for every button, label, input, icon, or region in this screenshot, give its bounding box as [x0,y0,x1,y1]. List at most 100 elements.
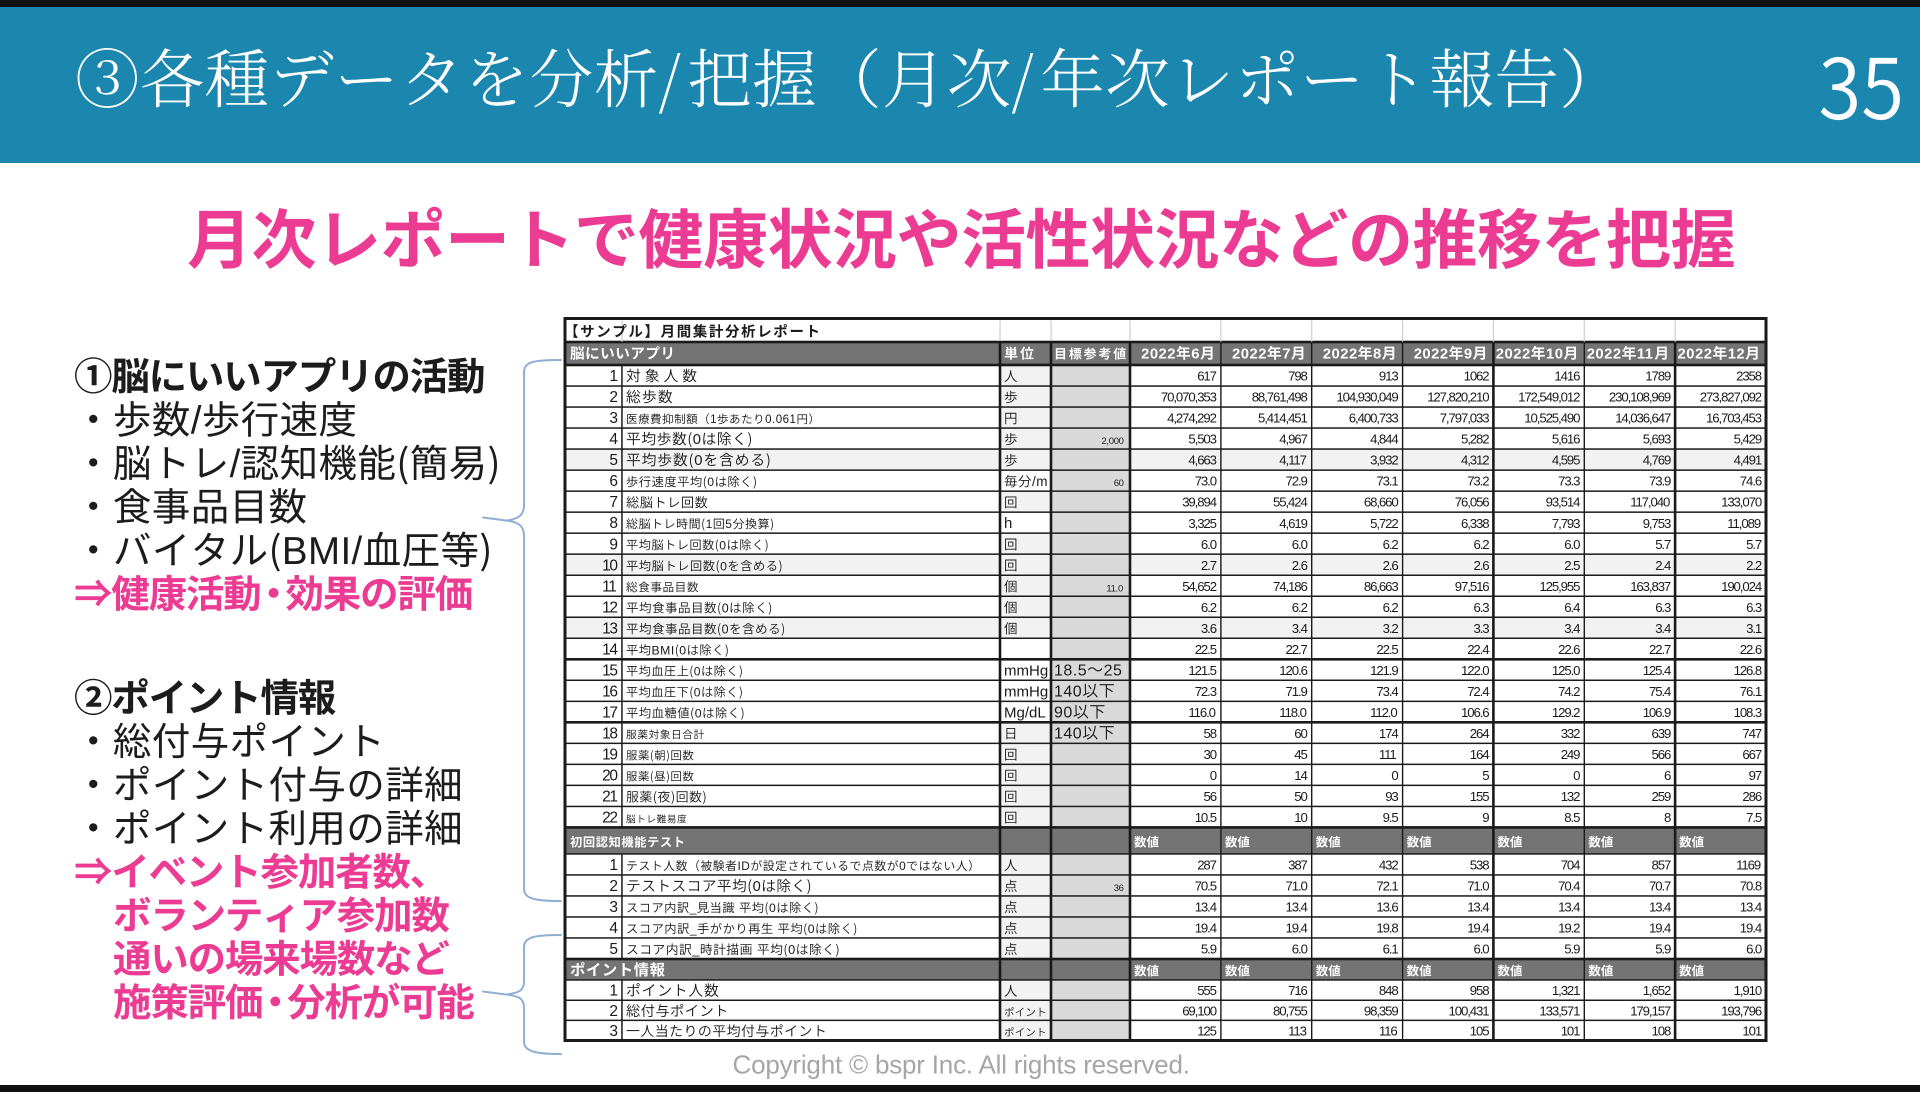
svg-text:90: 90 [1054,704,1073,721]
svg-text:2.6: 2.6 [1474,558,1490,573]
svg-text:5,282: 5,282 [1461,432,1489,447]
svg-text:70.5: 70.5 [1195,879,1217,894]
svg-text:14: 14 [1294,768,1307,783]
svg-text:97: 97 [1749,768,1762,783]
svg-text:4,769: 4,769 [1643,453,1671,468]
svg-text:93: 93 [1385,789,1398,804]
svg-text:36: 36 [1114,883,1124,894]
svg-text:132: 132 [1561,789,1580,804]
svg-text:60: 60 [1294,726,1307,741]
svg-text:179,157: 179,157 [1630,1003,1671,1018]
svg-text:6: 6 [609,473,617,490]
svg-text:9: 9 [1464,347,1473,363]
svg-text:14: 14 [602,641,618,658]
svg-text:100,431: 100,431 [1449,1003,1490,1018]
svg-text:30: 30 [1204,747,1217,762]
svg-text:0: 0 [1573,768,1580,783]
svg-text:566: 566 [1652,747,1671,762]
svg-text:287: 287 [1197,858,1216,873]
svg-text:538: 538 [1470,858,1489,873]
svg-text:112.0: 112.0 [1370,705,1397,720]
svg-text:2022: 2022 [1496,347,1531,363]
svg-text:2.5: 2.5 [1564,558,1580,573]
svg-text:5,693: 5,693 [1643,432,1671,447]
svg-text:9: 9 [609,536,617,553]
svg-text:10: 10 [1546,347,1563,363]
svg-text:15: 15 [602,662,617,679]
svg-text:3.1: 3.1 [1746,621,1762,636]
svg-text:0: 0 [694,453,703,469]
svg-text:16,703,453: 16,703,453 [1706,411,1762,426]
svg-text:12: 12 [602,599,617,616]
svg-text:0: 0 [722,622,729,636]
svg-text:11,089: 11,089 [1727,516,1761,531]
svg-text:BMI: BMI [652,643,675,657]
svg-text:10.5: 10.5 [1195,810,1217,825]
svg-text:111: 111 [1379,747,1397,762]
svg-text:68,660: 68,660 [1364,495,1399,510]
svg-text:4,274,292: 4,274,292 [1167,411,1217,426]
svg-text:10: 10 [602,557,618,574]
svg-text:19.8: 19.8 [1376,921,1398,936]
svg-text:BMI/: BMI/ [282,530,363,573]
svg-text:22.5: 22.5 [1195,642,1217,657]
svg-text:667: 667 [1742,747,1761,762]
svg-text:2.2: 2.2 [1746,558,1762,573]
svg-text:12: 12 [1728,347,1745,363]
svg-text:5.9: 5.9 [1655,942,1671,957]
svg-text:3.2: 3.2 [1383,621,1399,636]
svg-text:1789: 1789 [1645,369,1671,384]
svg-text:1416: 1416 [1554,369,1580,384]
svg-text:8: 8 [1664,810,1671,825]
svg-text:86,663: 86,663 [1364,579,1399,594]
svg-text:69,100: 69,100 [1182,1003,1217,1018]
svg-text:432: 432 [1379,858,1398,873]
svg-text:1: 1 [609,368,617,385]
svg-text:273,827,092: 273,827,092 [1700,390,1762,405]
svg-text:6.0: 6.0 [1474,942,1490,957]
svg-text:3.3: 3.3 [1474,621,1490,636]
svg-text:857: 857 [1652,858,1671,873]
svg-text:127,820,210: 127,820,210 [1427,390,1489,405]
svg-text:0: 0 [1391,768,1398,783]
svg-text:19.4: 19.4 [1195,921,1217,936]
svg-text:22.4: 22.4 [1467,642,1489,657]
svg-text:9.5: 9.5 [1383,810,1399,825]
svg-text:3: 3 [609,410,617,427]
svg-text:117,040: 117,040 [1630,495,1670,510]
svg-text:140: 140 [1054,683,1082,700]
svg-text:55,424: 55,424 [1273,495,1308,510]
svg-text:113: 113 [1288,1024,1306,1039]
svg-text:1062: 1062 [1464,369,1490,384]
svg-text:0: 0 [694,685,701,699]
svg-text:19.2: 19.2 [1558,921,1580,936]
svg-text:13.4: 13.4 [1740,900,1762,915]
svg-text:98,359: 98,359 [1364,1003,1399,1018]
svg-text:174: 174 [1379,726,1398,741]
svg-text:93,514: 93,514 [1546,495,1581,510]
svg-text:264: 264 [1470,726,1489,741]
svg-text:2: 2 [609,1003,617,1020]
svg-text:/: / [230,443,241,486]
svg-text:6.0: 6.0 [1201,537,1217,552]
svg-text:2022: 2022 [1323,347,1358,363]
svg-text:4,967: 4,967 [1279,432,1307,447]
svg-text:11: 11 [602,578,616,595]
svg-text:14,036,647: 14,036,647 [1615,411,1671,426]
svg-text:6.3: 6.3 [1474,600,1490,615]
svg-text:13.6: 13.6 [1376,900,1398,915]
svg-text:3.4: 3.4 [1292,621,1308,636]
svg-text:116.0: 116.0 [1188,705,1215,720]
svg-text:6.0: 6.0 [1292,942,1308,957]
svg-text:/: / [191,400,202,443]
svg-text:4,663: 4,663 [1188,453,1216,468]
svg-text:2.6: 2.6 [1292,558,1308,573]
svg-text:73.9: 73.9 [1649,474,1671,489]
svg-text:22.7: 22.7 [1286,642,1308,657]
svg-text:0: 0 [899,859,906,873]
svg-text:17: 17 [602,704,617,721]
svg-text:71.0: 71.0 [1286,879,1308,894]
svg-text:75.4: 75.4 [1649,684,1671,699]
svg-text:mmHg: mmHg [1004,662,1048,679]
svg-text:3.4: 3.4 [1564,621,1580,636]
